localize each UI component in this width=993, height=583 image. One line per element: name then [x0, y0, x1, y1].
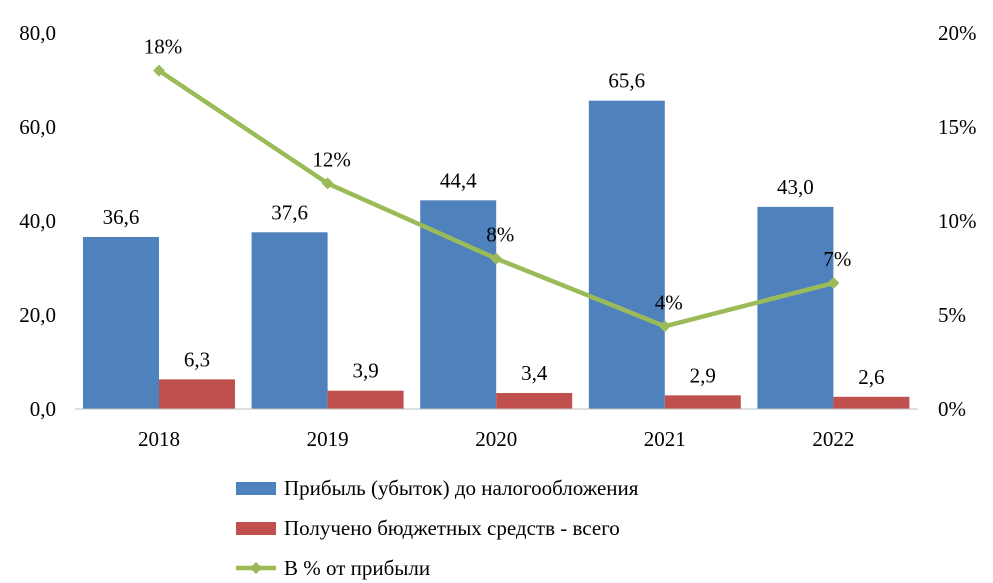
legend-swatch-marker [250, 562, 262, 574]
bar-budget [664, 395, 741, 409]
bar-profit [251, 232, 328, 409]
bar-profit [588, 100, 665, 410]
bar-data-label: 2,6 [858, 365, 884, 389]
bar-data-label: 3,9 [352, 359, 378, 383]
y-left-tick-label: 60,0 [19, 115, 56, 139]
percent-marker [321, 177, 334, 190]
y-left-tick-label: 0,0 [30, 397, 56, 421]
y-right-tick-label: 20% [938, 21, 977, 45]
x-tick-label: 2020 [475, 427, 517, 451]
bar-data-label: 6,3 [184, 347, 210, 371]
bar-budget [327, 390, 404, 409]
bar-budget [159, 379, 235, 409]
x-tick-label: 2018 [138, 427, 180, 451]
y-left-tick-label: 20,0 [19, 303, 56, 327]
line-data-label: 4% [655, 290, 683, 314]
bar-data-label: 36,6 [103, 205, 140, 229]
bar-data-label: 2,9 [690, 363, 716, 387]
bar-data-label: 37,6 [271, 200, 308, 224]
legend-label: Получено бюджетных средств - всего [284, 516, 620, 540]
bar-profit [83, 236, 159, 409]
y-right-tick-label: 0% [938, 397, 966, 421]
bar-profit [757, 206, 834, 409]
percent-marker [490, 252, 503, 265]
legend-swatch-profit [236, 482, 276, 495]
x-tick-label: 2019 [307, 427, 349, 451]
y-right-tick-label: 5% [938, 303, 966, 327]
y-left-tick-label: 40,0 [19, 209, 56, 233]
line-data-label: 7% [823, 247, 851, 271]
bar-data-label: 3,4 [521, 361, 548, 385]
y-right-tick-label: 10% [938, 209, 977, 233]
legend-swatch-budget [236, 522, 276, 535]
bar-data-label: 44,4 [440, 168, 477, 192]
bar-budget [833, 396, 910, 409]
bar-data-label: 43,0 [777, 175, 814, 199]
legend-label: Прибыль (убыток) до налогообложения [284, 476, 639, 500]
x-tick-label: 2021 [644, 427, 686, 451]
percent-marker [153, 64, 165, 77]
line-data-label: 8% [486, 223, 514, 247]
y-right-tick-label: 15% [938, 115, 977, 139]
line-data-label: 18% [144, 35, 183, 59]
percent-marker [658, 320, 671, 333]
line-data-label: 12% [312, 147, 351, 171]
y-left-tick-label: 80,0 [19, 21, 56, 45]
bar-budget [496, 393, 573, 409]
bar-profit [420, 200, 497, 409]
percent-marker [827, 277, 840, 290]
legend-label: В % от прибыли [284, 556, 430, 580]
x-tick-label: 2022 [812, 427, 854, 451]
bar-data-label: 65,6 [608, 69, 645, 93]
